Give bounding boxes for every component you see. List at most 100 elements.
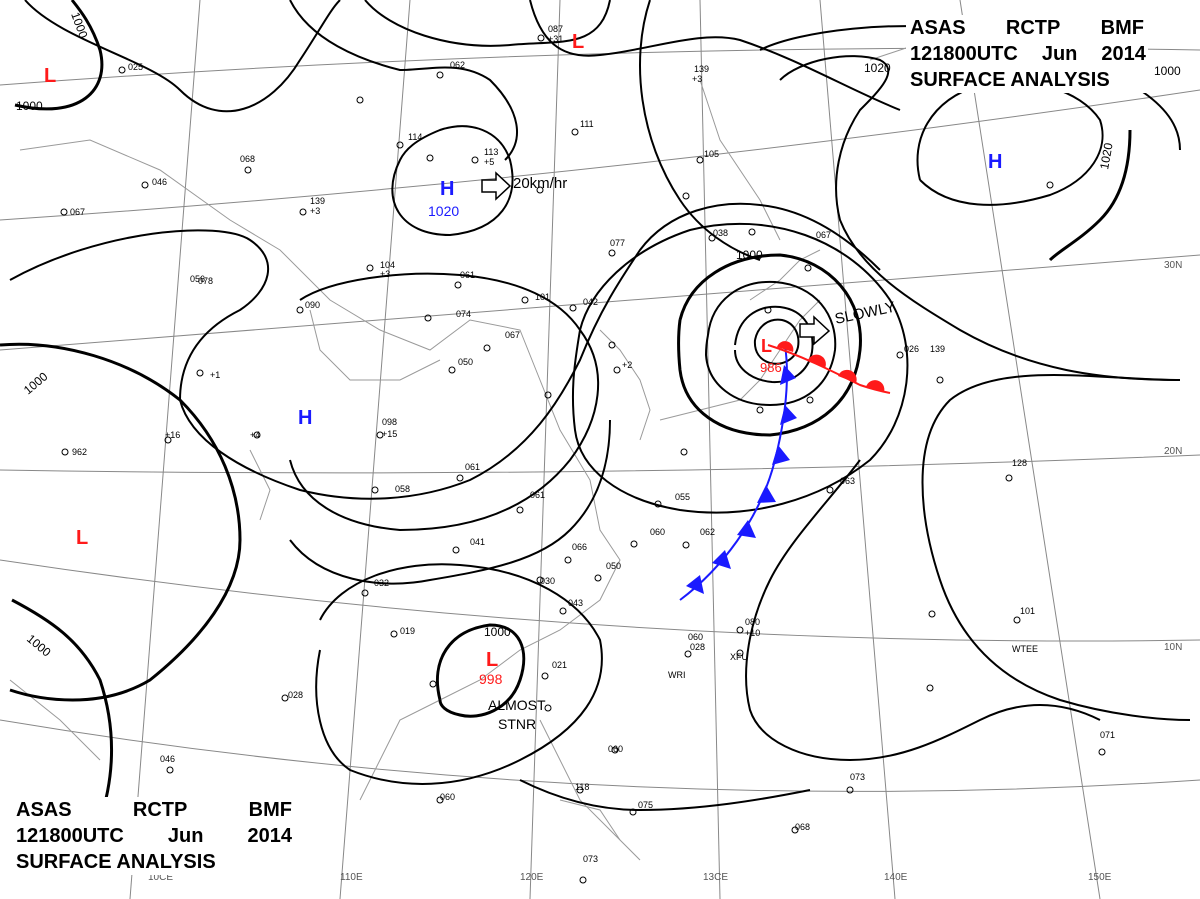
lat-label: 20N: [1164, 446, 1182, 457]
station-text: 019: [400, 626, 415, 636]
warm-front: [767, 341, 891, 394]
station-text: 067: [816, 230, 831, 240]
station-text: 128: [1012, 458, 1027, 468]
title-month: Jun: [167, 825, 204, 847]
station-text: 111: [580, 119, 594, 129]
motion-arrow-2: [799, 315, 831, 346]
title-station: ASAS: [910, 17, 966, 39]
station-text: +3: [380, 269, 390, 279]
station-text: 114: [408, 132, 422, 142]
station-text: +2: [622, 360, 632, 370]
title-code: RCTP: [1005, 17, 1061, 39]
station-text: +5: [484, 157, 494, 167]
station-text: 090: [305, 300, 320, 310]
low-center: L: [44, 65, 56, 87]
station-text: 060: [440, 792, 455, 802]
isobar-label: 1000: [736, 248, 763, 262]
station-text: 032: [374, 578, 389, 588]
station-text: 962: [72, 447, 87, 457]
station-text: 075: [638, 800, 653, 810]
station-text: 068: [795, 822, 810, 832]
station-text: 101: [1020, 606, 1035, 616]
station-text: WRI: [668, 670, 686, 680]
station-text: 050: [458, 357, 473, 367]
station-text: +16: [165, 430, 180, 440]
station-text: WTEE: [1012, 644, 1038, 654]
station-text: 067: [70, 207, 85, 217]
motion-speed-label: 20km/hr: [513, 175, 567, 192]
station-text: 025: [128, 62, 143, 72]
station-text: 028: [690, 642, 705, 652]
isobar-label: 1000: [1154, 64, 1181, 78]
station-text: 038: [713, 228, 728, 238]
low-center: L: [76, 527, 88, 549]
station-text: 139: [930, 344, 945, 354]
motion-arrow-1: [481, 171, 512, 201]
station-text: 105: [704, 149, 719, 159]
pressure-centers: L L L H 1020 H H L 986 L 998: [44, 31, 1002, 687]
station-text: 043: [568, 598, 583, 608]
station-text: +4: [250, 430, 260, 440]
high-center: H: [988, 151, 1002, 173]
station-text: 139: [694, 64, 709, 74]
low-center: L: [761, 336, 772, 356]
station-text: 098: [382, 417, 397, 427]
station-text: +3: [310, 206, 320, 216]
title-month: Jun: [1041, 43, 1078, 65]
lat-label: 10N: [1164, 642, 1182, 653]
lon-label: 120E: [520, 872, 544, 883]
station-text: 073: [850, 772, 865, 782]
station-text: 078: [198, 276, 213, 286]
graticule-labels: 30N 20N 10N 110E 120E 13CE 140E 150E 10C…: [148, 260, 1182, 883]
station-text: +31: [548, 34, 563, 44]
title-office: BMF: [1100, 17, 1144, 39]
station-text: 060: [688, 632, 703, 642]
lon-label: 110E: [340, 872, 363, 883]
station-text: 030: [540, 576, 555, 586]
station-markers: [60, 34, 1106, 884]
station-text: 080: [745, 617, 760, 627]
isobar-label: 1020: [864, 61, 891, 75]
low-center-pressure: 998: [479, 671, 503, 687]
station-text: 061: [530, 490, 545, 500]
title-product: SURFACE ANALYSIS: [16, 851, 216, 873]
lat-label: 30N: [1164, 260, 1182, 271]
station-text: 058: [395, 484, 410, 494]
isobar-label: 1020: [1097, 141, 1115, 170]
cold-front: [679, 344, 797, 601]
almost-stationary-label-2: STNR: [498, 716, 536, 732]
station-text: +10: [745, 628, 760, 638]
station-text: XFU: [730, 652, 748, 662]
station-text: +15: [382, 429, 397, 439]
station-text: 041: [470, 537, 485, 547]
station-text: 060: [608, 744, 623, 754]
isobar-label: 1000: [484, 625, 511, 639]
station-text: +3: [692, 74, 702, 84]
high-center: H: [298, 407, 312, 429]
station-text: 073: [583, 854, 598, 864]
lon-label: 10CE: [148, 872, 173, 883]
station-text: 139: [310, 196, 325, 206]
station-text: 066: [572, 542, 587, 552]
station-text: 087: [548, 24, 563, 34]
station-text: 060: [650, 527, 665, 537]
low-center-pressure: 986: [760, 360, 782, 375]
station-text: 046: [160, 754, 175, 764]
title-year: 2014: [1101, 43, 1146, 65]
title-product: SURFACE ANALYSIS: [910, 69, 1110, 91]
isobars: [0, 0, 1191, 821]
station-text: 063: [840, 476, 855, 486]
station-text: 068: [240, 154, 255, 164]
station-text: 061: [460, 270, 475, 280]
station-text: 062: [450, 60, 465, 70]
isobar-label: 1000: [16, 99, 43, 113]
lon-label: 13CE: [703, 872, 728, 883]
lon-label: 150E: [1088, 872, 1112, 883]
station-text: 077: [610, 238, 625, 248]
low-center: L: [486, 649, 498, 671]
title-year: 2014: [247, 825, 293, 847]
station-texts: 087 +31 062 111 113 114 139 105 +3 +5 02…: [70, 24, 1115, 864]
station-text: 067: [505, 330, 520, 340]
title-time: 121800UTC: [16, 825, 124, 847]
